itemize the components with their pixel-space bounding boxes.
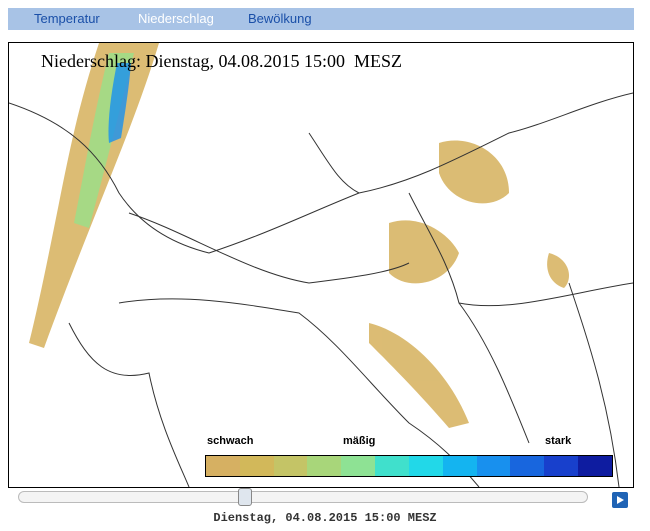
legend-bar	[205, 455, 613, 477]
slider-thumb[interactable]	[238, 488, 252, 506]
legend-label: stark	[545, 435, 572, 447]
tab[interactable]: Bewölkung	[248, 11, 312, 26]
timestamp: Dienstag, 04.08.2015 15:00 MESZ	[213, 511, 437, 525]
tab-bar: Temperatur Niederschlag Bewölkung	[8, 8, 634, 30]
map: Niederschlag: Dienstag, 04.08.2015 15:00…	[8, 42, 634, 488]
play-icon	[617, 496, 624, 504]
map-title: Niederschlag: Dienstag, 04.08.2015 15:00…	[41, 51, 402, 71]
borders	[9, 92, 633, 487]
play-button[interactable]	[612, 492, 628, 508]
tab[interactable]: Temperatur	[34, 11, 100, 26]
time-slider[interactable]	[18, 491, 588, 503]
map-graphic	[9, 43, 633, 487]
legend-label: schwach	[207, 435, 254, 447]
precip-strong	[108, 63, 131, 143]
tab-active[interactable]: Niederschlag	[138, 11, 214, 26]
legend-label: mäßig	[343, 435, 376, 447]
